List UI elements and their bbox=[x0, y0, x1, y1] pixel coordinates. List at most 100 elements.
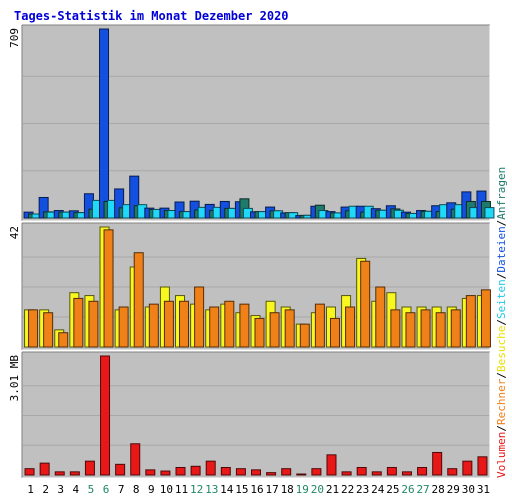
day-label-11: 11 bbox=[175, 483, 188, 496]
day-label-20: 20 bbox=[311, 483, 324, 496]
bar-volumen-day-11 bbox=[175, 466, 186, 476]
legend-besuche: Besuche bbox=[495, 326, 508, 372]
day-label-10: 10 bbox=[160, 483, 173, 496]
day-label-14: 14 bbox=[220, 483, 234, 496]
bar-volumen-day-23 bbox=[356, 466, 367, 476]
day-label-4: 4 bbox=[73, 483, 80, 496]
day-label-22: 22 bbox=[341, 483, 354, 496]
legend-anfragen: Anfragen bbox=[495, 167, 508, 220]
day-label-30: 30 bbox=[462, 483, 475, 496]
bar-volumen-day-10 bbox=[160, 470, 171, 476]
bar-rechner-day-23 bbox=[360, 260, 371, 348]
legend-volumen: Volumen bbox=[495, 432, 508, 478]
day-label-29: 29 bbox=[447, 483, 460, 496]
bar-volumen-day-12 bbox=[190, 465, 201, 476]
bar-rechner-day-26 bbox=[405, 312, 416, 348]
bar-volumen-day-14 bbox=[220, 466, 231, 476]
day-label-13: 13 bbox=[205, 483, 218, 496]
panel-bottom: 3.01 MB bbox=[8, 351, 491, 479]
legend-separator: / bbox=[495, 372, 508, 379]
day-label-24: 24 bbox=[371, 483, 385, 496]
day-label-18: 18 bbox=[281, 483, 294, 496]
legend-separator: / bbox=[495, 319, 508, 326]
day-label-28: 28 bbox=[432, 483, 445, 496]
bar-rechner-day-17 bbox=[269, 312, 280, 348]
bar-volumen-day-15 bbox=[235, 468, 246, 476]
day-label-19: 19 bbox=[296, 483, 309, 496]
bar-rechner-day-24 bbox=[375, 286, 386, 348]
bar-volumen-day-5 bbox=[84, 460, 95, 476]
bar-rechner-day-10 bbox=[163, 300, 174, 348]
bar-rechner-day-27 bbox=[420, 309, 431, 348]
bar-volumen-day-13 bbox=[205, 460, 216, 476]
bar-rechner-day-12 bbox=[194, 286, 205, 348]
day-label-3: 3 bbox=[57, 483, 64, 496]
bar-volumen-day-21 bbox=[326, 454, 337, 476]
legend-seiten: Seiten bbox=[495, 279, 508, 319]
bar-volumen-day-7 bbox=[115, 463, 126, 476]
bar-volumen-day-24 bbox=[371, 471, 382, 476]
bar-rechner-day-21 bbox=[329, 317, 340, 348]
bar-anfragen-day-6 bbox=[99, 28, 110, 219]
bar-rechner-day-6 bbox=[103, 229, 114, 348]
bar-volumen-day-26 bbox=[401, 471, 412, 476]
bar-rechner-day-2 bbox=[43, 312, 54, 348]
bar-rechner-day-28 bbox=[435, 312, 446, 348]
day-label-17: 17 bbox=[265, 483, 278, 496]
day-label-7: 7 bbox=[118, 483, 125, 496]
bar-rechner-day-5 bbox=[88, 300, 99, 348]
bar-rechner-day-25 bbox=[390, 309, 401, 348]
y-max-label: 709 bbox=[8, 28, 21, 48]
bar-volumen-day-29 bbox=[447, 468, 458, 476]
bar-volumen-day-25 bbox=[386, 466, 397, 476]
bar-rechner-day-18 bbox=[284, 309, 295, 348]
bar-rechner-day-3 bbox=[58, 332, 69, 348]
bar-rechner-day-8 bbox=[133, 252, 144, 348]
bar-rechner-day-4 bbox=[73, 297, 84, 348]
day-label-6: 6 bbox=[103, 483, 110, 496]
bar-volumen-day-9 bbox=[145, 469, 156, 476]
bar-volumen-day-3 bbox=[54, 471, 65, 476]
day-label-26: 26 bbox=[401, 483, 414, 496]
legend-separator: / bbox=[495, 425, 508, 432]
chart-title: Tages-Statistik im Monat Dezember 2020 bbox=[14, 9, 289, 23]
vertical-legend: Volumen/Rechner/Besuche/Seiten/Dateien/A… bbox=[495, 167, 508, 478]
y-max-label: 3.01 MB bbox=[8, 355, 21, 402]
legend-separator: / bbox=[495, 220, 508, 227]
day-label-12: 12 bbox=[190, 483, 203, 496]
legend-separator: / bbox=[495, 273, 508, 280]
bar-volumen-day-4 bbox=[69, 471, 80, 476]
bar-rechner-day-19 bbox=[299, 323, 310, 348]
bar-rechner-day-31 bbox=[480, 289, 491, 348]
bar-rechner-day-14 bbox=[224, 300, 235, 348]
day-label-2: 2 bbox=[42, 483, 49, 496]
day-label-21: 21 bbox=[326, 483, 339, 496]
panel-middle: 42 bbox=[8, 222, 491, 351]
day-label-1: 1 bbox=[27, 483, 34, 496]
day-label-9: 9 bbox=[148, 483, 155, 496]
bar-rechner-day-9 bbox=[148, 303, 159, 348]
bar-volumen-day-19 bbox=[296, 473, 307, 476]
bar-volumen-day-6 bbox=[100, 355, 111, 476]
bar-volumen-day-1 bbox=[24, 468, 35, 476]
bar-volumen-day-30 bbox=[462, 460, 473, 476]
bar-rechner-day-1 bbox=[28, 309, 39, 348]
bar-rechner-day-20 bbox=[314, 303, 325, 348]
x-axis-day-labels: 1 2 3 4 5 6 7 8 9 10 11 12 13 14 15 16 17 18 19 20 21 22 23 24 2… bbox=[27, 483, 490, 496]
day-label-23: 23 bbox=[356, 483, 369, 496]
chart-panels: 709 42 3.01 MB bbox=[8, 24, 495, 479]
bar-rechner-day-13 bbox=[209, 306, 220, 348]
bar-rechner-day-11 bbox=[179, 300, 190, 348]
bar-volumen-day-18 bbox=[281, 468, 292, 476]
bar-seiten-day-31 bbox=[484, 207, 495, 219]
bar-rechner-day-15 bbox=[239, 303, 250, 348]
bar-volumen-day-28 bbox=[432, 451, 443, 476]
bar-rechner-day-30 bbox=[465, 295, 476, 348]
bar-rechner-day-16 bbox=[254, 317, 265, 348]
bar-volumen-day-17 bbox=[266, 472, 277, 476]
day-label-5: 5 bbox=[88, 483, 95, 496]
bar-rechner-day-22 bbox=[345, 306, 356, 348]
legend-dateien: Dateien bbox=[495, 226, 508, 272]
bar-volumen-day-31 bbox=[477, 456, 488, 476]
